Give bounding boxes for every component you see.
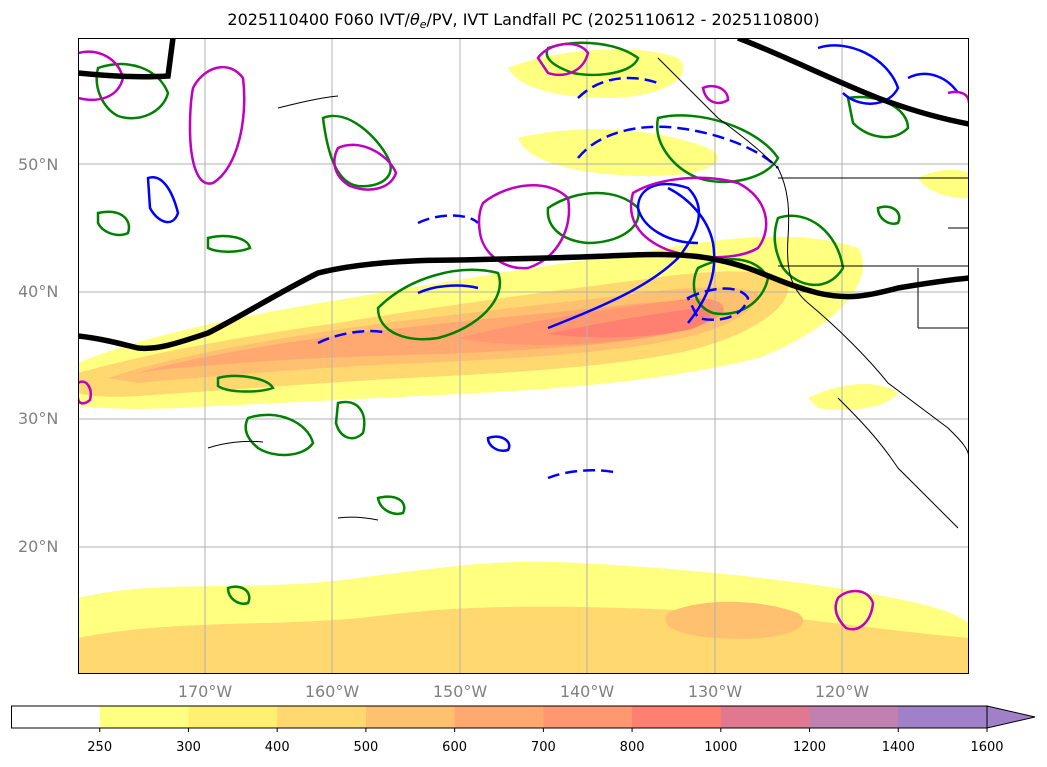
lat-label-40n: 40°N: [18, 282, 59, 301]
colorbar-tick-label: 600: [442, 740, 468, 755]
colorbar-bin: [99, 706, 189, 728]
map-panel: [78, 38, 969, 674]
colorbar-bin: [543, 706, 633, 728]
colorbar-bin: [11, 706, 101, 728]
lon-label-170w: 170°W: [177, 682, 233, 701]
colorbar-tick-label: 250: [87, 740, 113, 755]
coastline: [207, 57, 969, 529]
colorbar-bin: [898, 706, 988, 728]
colorbar-bin: [454, 706, 544, 728]
colorbar-tick-label: 400: [264, 740, 290, 755]
colorbar-bin: [188, 706, 278, 728]
colorbar-tick-label: 800: [619, 740, 645, 755]
lon-label-140w: 140°W: [559, 682, 615, 701]
colorbar-outline: [11, 705, 987, 729]
lon-label-120w: 120°W: [814, 682, 870, 701]
pc-contours: [78, 42, 969, 631]
colorbar-tick-label: 1200: [792, 740, 827, 755]
colorbar-extend-arrow: [986, 705, 1036, 729]
colorbar-tick-label: 700: [530, 740, 556, 755]
pv-contours: [95, 41, 910, 605]
colorbar-tick-label: 1000: [704, 740, 738, 755]
lon-label-150w: 150°W: [432, 682, 488, 701]
lon-label-160w: 160°W: [304, 682, 360, 701]
colorbar-bin: [809, 706, 899, 728]
figure-title: 2025110400 F060 IVT/θe/PV, IVT Landfall …: [227, 10, 820, 31]
colorbar-bin: [277, 706, 367, 728]
colorbar-tick-label: 1600: [970, 740, 1004, 755]
colorbar-bin: [720, 706, 811, 728]
lat-label-50n: 50°N: [18, 155, 59, 174]
map-canvas: [78, 38, 969, 674]
lat-label-30n: 30°N: [18, 409, 59, 428]
ivt-colorbar: [11, 705, 1036, 732]
colorbar-tick-label: 300: [176, 740, 201, 755]
colorbar-tick-label: 1400: [881, 740, 915, 755]
lon-label-130w: 130°W: [687, 682, 743, 701]
colorbar-bin: [632, 706, 722, 728]
theta-e-contours: [146, 44, 960, 480]
lat-label-20n: 20°N: [18, 537, 59, 556]
colorbar-bin: [365, 706, 456, 728]
colorbar-tick-label: 500: [353, 740, 379, 755]
jet-stream-lines: [78, 38, 969, 352]
